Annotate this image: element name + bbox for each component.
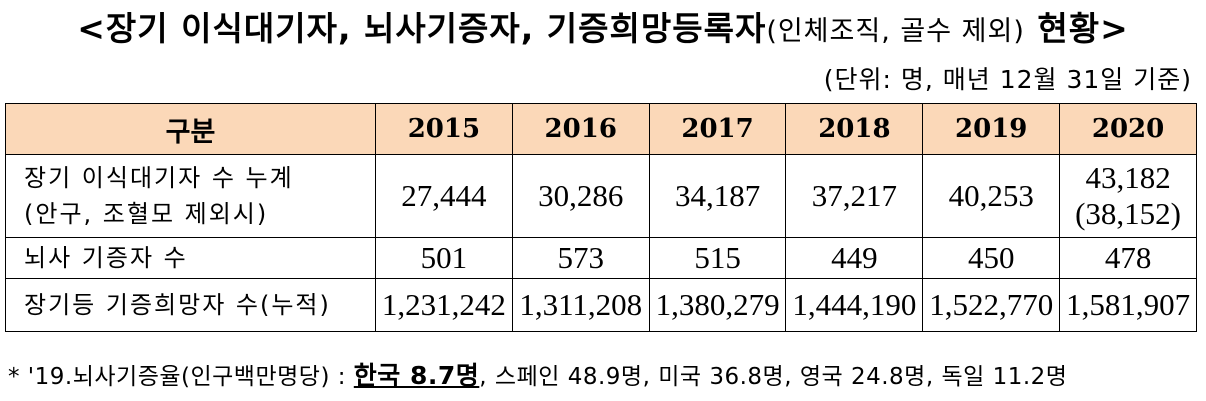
cell-registrants-2019: 1,522,770 xyxy=(922,278,1061,332)
header-year-2015: 2015 xyxy=(375,103,513,155)
cell-donors-2019: 450 xyxy=(922,237,1061,279)
footnote: * '19.뇌사기증율(인구백만명당) : 한국 8.7명, 스페인 48.9명… xyxy=(8,356,1067,392)
cell-waiting-2018: 37,217 xyxy=(785,154,924,238)
unit-note: (단위: 명, 매년 12월 31일 기준) xyxy=(823,65,1192,94)
cell-registrants-2018: 1,444,190 xyxy=(785,278,924,332)
title-tail: 현황> xyxy=(1024,9,1129,48)
header-year-2020: 2020 xyxy=(1059,103,1197,155)
row-label-line: 장기 이식대기자 수 누계 xyxy=(24,164,294,192)
table-row-brain-dead-donors: 뇌사 기증자 수 501 573 515 449 450 478 xyxy=(5,237,1197,279)
header-label-cell: 구분 xyxy=(5,103,376,155)
cell-registrants-2015: 1,231,242 xyxy=(375,278,513,332)
cell-registrants-2017: 1,380,279 xyxy=(648,278,787,332)
footnote-rest: , 스페인 48.9명, 미국 36.8명, 영국 24.8명, 독일 11.2… xyxy=(479,364,1068,390)
cell-donors-2015: 501 xyxy=(375,237,513,279)
row-label-line: (안구, 조혈모 제외시) xyxy=(24,200,269,228)
header-year-2019: 2019 xyxy=(922,103,1061,155)
header-year-2016: 2016 xyxy=(511,103,650,155)
header-year-2018: 2018 xyxy=(785,103,924,155)
title-subtitle: (인체조직, 골수 제외) xyxy=(766,16,1025,47)
cell-waiting-2020-excl-value: (38,152) xyxy=(1075,196,1182,231)
cell-waiting-2017: 34,187 xyxy=(648,154,787,238)
table-row-registrants: 장기등 기증희망자 수(누적) 1,231,242 1,311,208 1,38… xyxy=(5,278,1197,332)
header-year-2017: 2017 xyxy=(648,103,787,155)
cell-waiting-2015: 27,444 xyxy=(375,154,513,238)
table-row-waiting-list: 장기 이식대기자 수 누계 (안구, 조혈모 제외시) 27,444 30,28… xyxy=(5,154,1197,238)
row-label-brain-dead-donors: 뇌사 기증자 수 xyxy=(5,237,376,279)
footnote-highlight: 한국 8.7명 xyxy=(353,361,480,390)
table-header-row: 구분 2015 2016 2017 2018 2019 2020 xyxy=(5,103,1197,155)
cell-waiting-2016: 30,286 xyxy=(511,154,650,238)
cell-registrants-2020: 1,581,907 xyxy=(1059,278,1197,332)
cell-donors-2017: 515 xyxy=(648,237,787,279)
cell-waiting-2020-value: 43,182 xyxy=(1085,160,1171,195)
statistics-table: 구분 2015 2016 2017 2018 2019 2020 장기 이식대기… xyxy=(5,103,1197,332)
cell-donors-2020: 478 xyxy=(1059,237,1197,279)
cell-waiting-2020: 43,182 (38,152) xyxy=(1059,154,1197,238)
row-label-registrants: 장기등 기증희망자 수(누적) xyxy=(5,278,376,332)
cell-donors-2018: 449 xyxy=(785,237,924,279)
cell-waiting-2019: 40,253 xyxy=(922,154,1061,238)
cell-registrants-2016: 1,311,208 xyxy=(511,278,650,332)
row-label-waiting-list: 장기 이식대기자 수 누계 (안구, 조혈모 제외시) xyxy=(5,154,376,238)
cell-donors-2016: 573 xyxy=(511,237,650,279)
title-main: <장기 이식대기자, 뇌사기증자, 기증희망등록자 xyxy=(77,9,767,48)
footnote-prefix: * '19.뇌사기증율(인구백만명당) : xyxy=(8,364,354,390)
table-title: <장기 이식대기자, 뇌사기증자, 기증희망등록자(인체조직, 골수 제외) 현… xyxy=(0,2,1206,50)
